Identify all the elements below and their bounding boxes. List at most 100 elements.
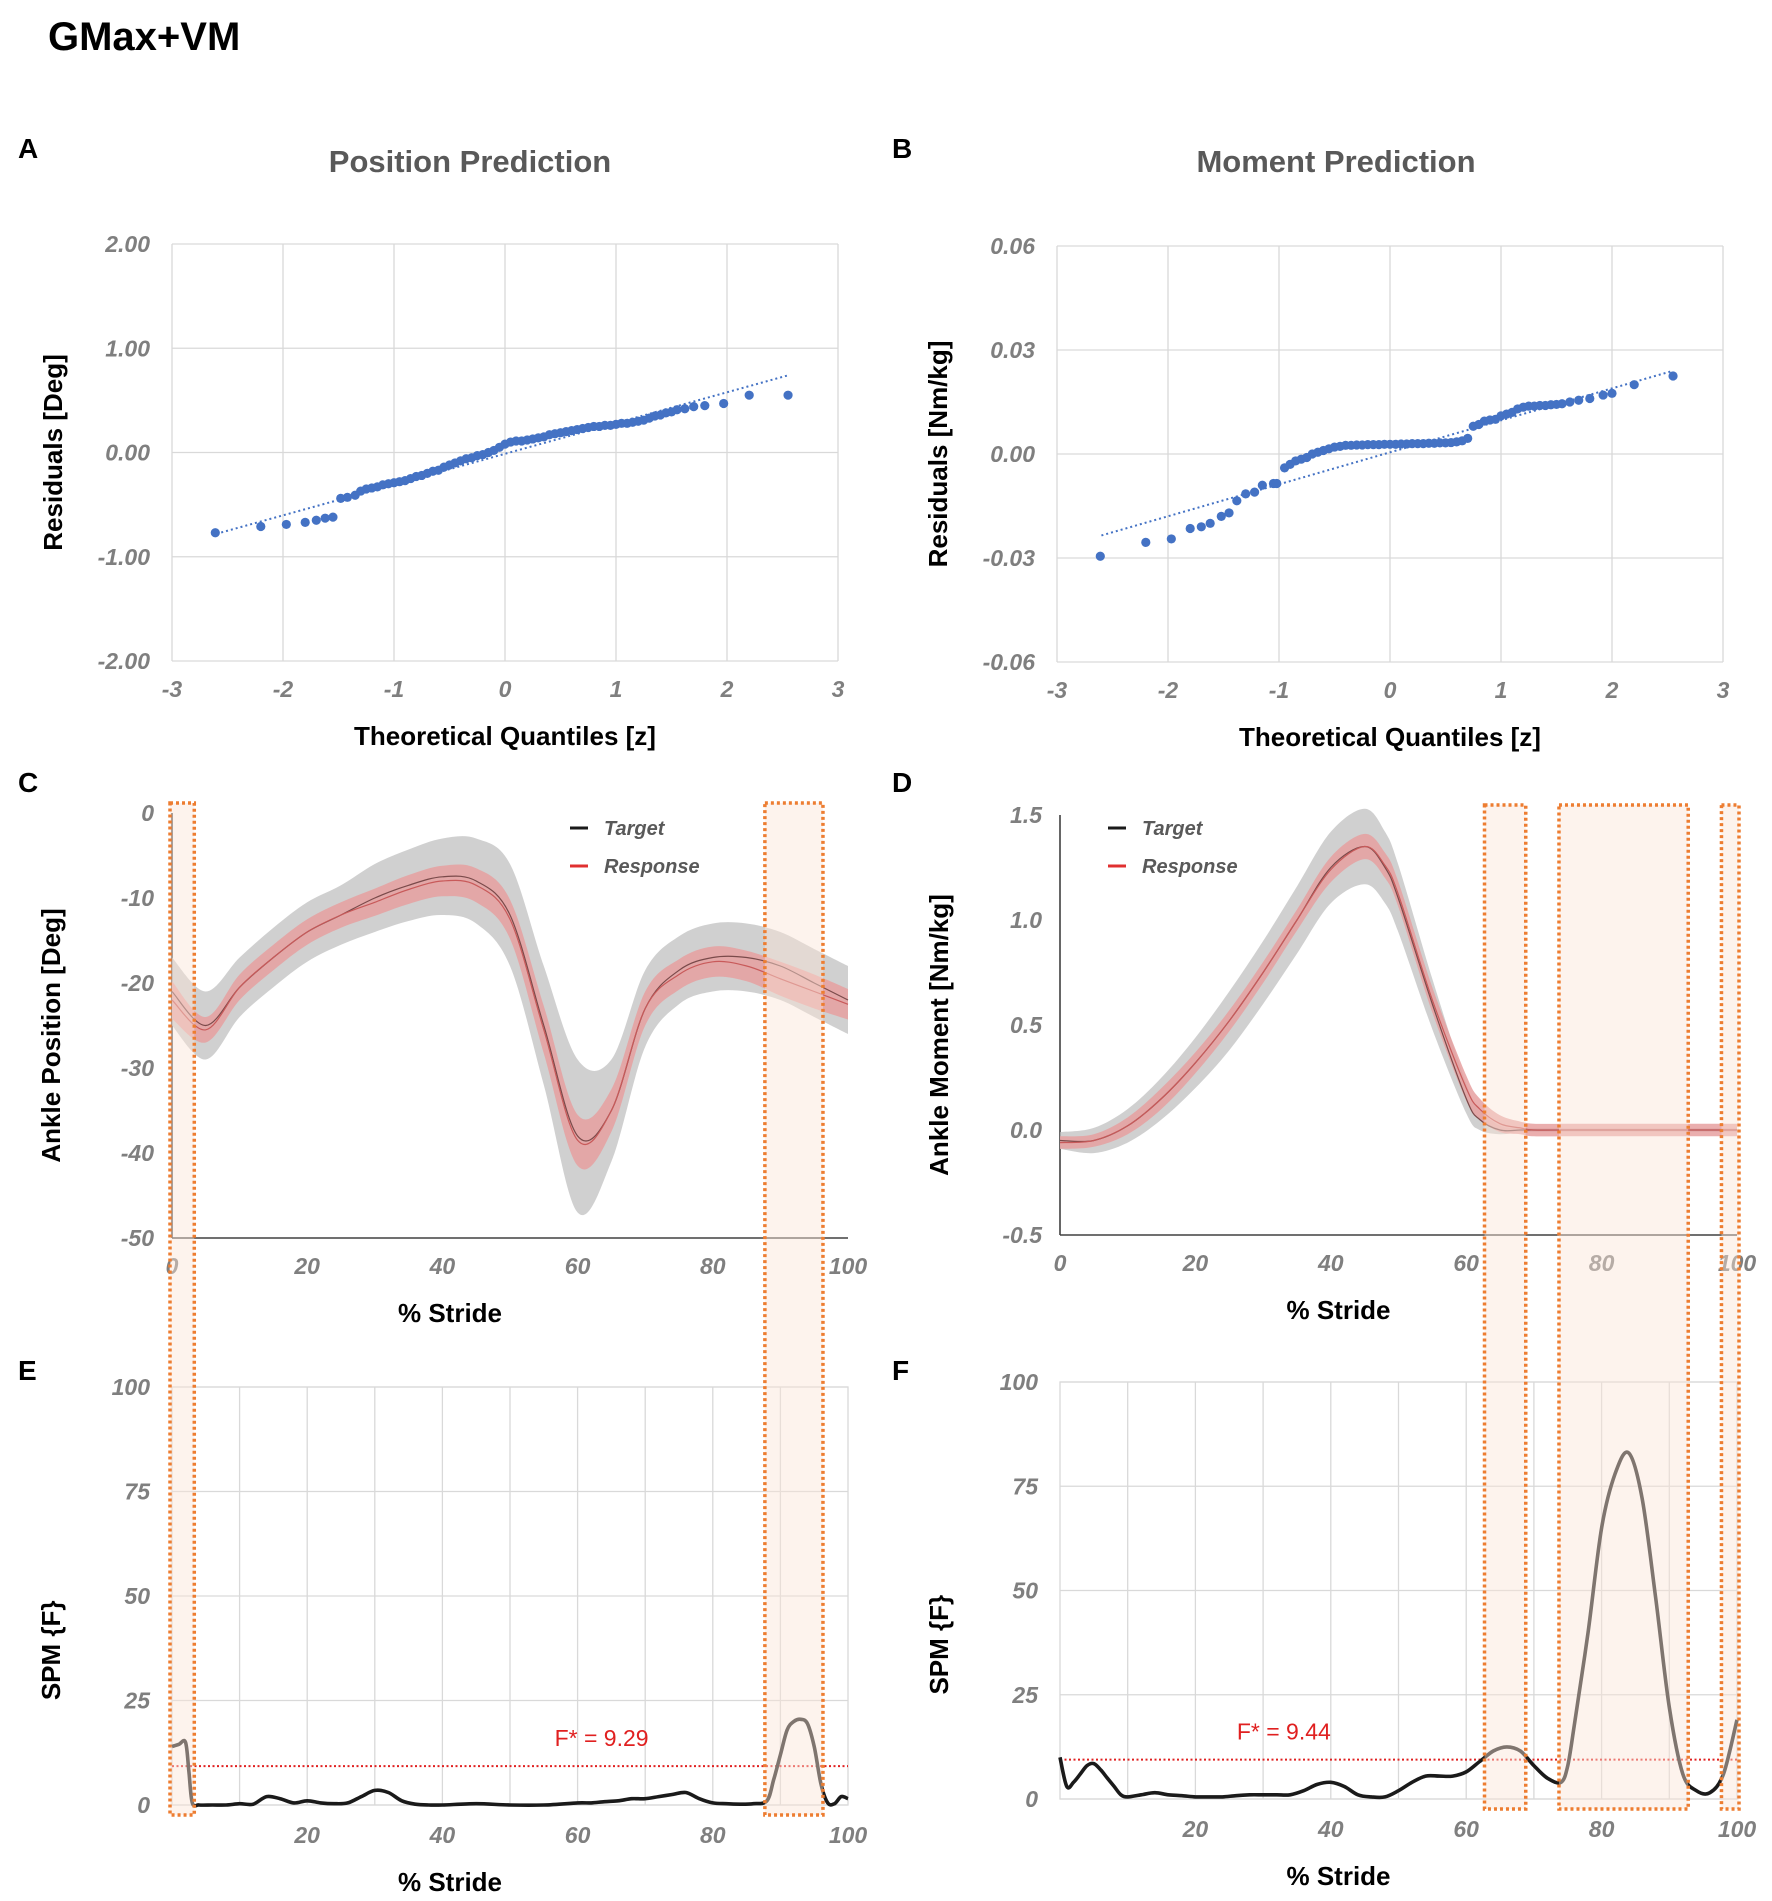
data-point (1463, 433, 1473, 443)
significance-highlight (1719, 803, 1741, 1811)
y-tick-label: 25 (123, 1688, 151, 1714)
panel-e: E F* = 9.29 20 40 60 80 100 100 75 50 25 0 % Stride S… (18, 1355, 867, 1897)
x-tick-label: 0 (499, 676, 512, 702)
data-point (1232, 496, 1242, 506)
x-tick-label: 20 (1182, 1816, 1209, 1842)
panel-letter-b: B (892, 133, 912, 164)
chart-title: Position Prediction (329, 144, 611, 179)
data-point (1216, 511, 1226, 521)
data-point (256, 521, 266, 532)
y-tick-label: 0.0 (1010, 1117, 1042, 1143)
x-tick-label: 60 (565, 1822, 591, 1848)
panel-letter-d: D (892, 767, 912, 798)
y-tick-label: -0.06 (983, 649, 1036, 675)
x-tick-label: -2 (1158, 677, 1179, 703)
response-sd-band (172, 864, 848, 1170)
legend-target-label: Target (1142, 818, 1204, 840)
panel-letter-a: A (18, 133, 38, 164)
data-point (1565, 397, 1575, 407)
x-tick-label: 2 (720, 676, 734, 702)
y-tick-label: 0 (141, 800, 154, 826)
x-tick-label: -3 (162, 676, 183, 702)
x-tick-label: 80 (700, 1822, 726, 1848)
x-tick-label: 40 (429, 1253, 456, 1279)
x-axis-label: % Stride (1286, 1861, 1390, 1891)
data-point (680, 404, 690, 414)
data-point (328, 512, 338, 522)
y-tick-label: 0.03 (990, 337, 1035, 363)
legend-response-label: Response (1142, 856, 1238, 878)
threshold-label: F* = 9.29 (555, 1725, 649, 1751)
x-tick-label: 0 (1384, 677, 1397, 703)
x-tick-label: 1 (610, 676, 623, 702)
spm-curve (1058, 1450, 1739, 1800)
x-axis-label: % Stride (1286, 1295, 1390, 1325)
x-tick-label: 80 (1589, 1816, 1615, 1842)
y-axis-label: Residuals [Deg] (38, 354, 68, 551)
figure-title: GMax+VM (48, 15, 240, 59)
threshold-label: F* = 9.44 (1237, 1719, 1331, 1745)
x-tick-label: 0 (1054, 1250, 1067, 1276)
y-tick-label: -0.03 (983, 545, 1036, 571)
target-sd-band (172, 836, 848, 1216)
x-tick-label: 40 (1317, 1816, 1344, 1842)
legend-target-label: Target (604, 818, 666, 840)
significance-highlight (168, 801, 197, 1817)
data-point (342, 492, 352, 502)
x-tick-label: 80 (1589, 1250, 1615, 1276)
y-tick-label: 0.06 (990, 233, 1035, 259)
data-point (783, 390, 793, 400)
data-point (1257, 480, 1267, 490)
data-point (1272, 478, 1282, 489)
x-tick-label: 1 (1495, 677, 1508, 703)
y-tick-label: -2.00 (98, 648, 151, 674)
y-tick-label: 0.00 (990, 441, 1035, 467)
significance-highlight (1482, 803, 1528, 1811)
data-point (744, 390, 754, 400)
panel-letter-c: C (18, 767, 38, 798)
data-point (672, 405, 682, 415)
y-tick-label: -40 (121, 1140, 154, 1166)
x-tick-label: 100 (1718, 1250, 1757, 1276)
data-point (1585, 393, 1595, 404)
y-tick-label: 100 (1000, 1369, 1039, 1395)
y-tick-label: -1.00 (98, 544, 151, 570)
y-tick-label: 25 (1011, 1682, 1039, 1708)
trendline (216, 374, 789, 535)
data-point (1607, 388, 1617, 398)
y-tick-label: 0 (137, 1792, 150, 1818)
y-tick-label: 1.00 (105, 335, 150, 361)
response-line (1059, 845, 1737, 1144)
x-tick-label: 100 (1718, 1816, 1757, 1842)
legend-response-label: Response (604, 856, 700, 878)
x-tick-label: 100 (829, 1822, 868, 1848)
panel-letter-e: E (18, 1355, 37, 1386)
y-tick-label: 2.00 (104, 231, 150, 257)
y-tick-label: -20 (121, 970, 154, 996)
y-axis-label: Ankle Position [Deg] (36, 908, 66, 1162)
y-tick-label: 1.5 (1010, 802, 1043, 828)
data-point (1557, 399, 1567, 409)
data-point (311, 515, 321, 525)
x-axis-label: Theoretical Quantiles [z] (1239, 722, 1541, 752)
y-axis-label: SPM {F} (924, 1595, 954, 1695)
x-axis-label: % Stride (398, 1298, 502, 1328)
target-line (171, 875, 849, 1142)
significance-highlight (763, 801, 825, 1817)
x-tick-label: 100 (829, 1253, 868, 1279)
panel-letter-f: F (892, 1355, 909, 1386)
x-tick-label: 2 (1605, 677, 1619, 703)
y-tick-label: 50 (1012, 1578, 1038, 1604)
y-tick-label: 0.5 (1010, 1012, 1043, 1038)
data-point (1185, 523, 1195, 534)
y-axis-label: SPM {F} (36, 1600, 66, 1700)
spm-curve (171, 1717, 849, 1808)
x-tick-label: 60 (565, 1253, 591, 1279)
y-tick-label: 75 (1012, 1473, 1039, 1499)
highlight-boxes (168, 801, 1741, 1817)
data-point (1095, 551, 1105, 561)
panel-d: D 0 20 40 60 80 100 1.5 1.0 0.5 0.0 -0.5 % Stride Ank… (892, 767, 1756, 1325)
panel-b: B Moment Prediction -3 -2 -1 0 1 2 3 0.06 0.03 0.00… (892, 133, 1730, 752)
y-tick-label: 75 (124, 1479, 151, 1505)
data-point (689, 402, 699, 412)
